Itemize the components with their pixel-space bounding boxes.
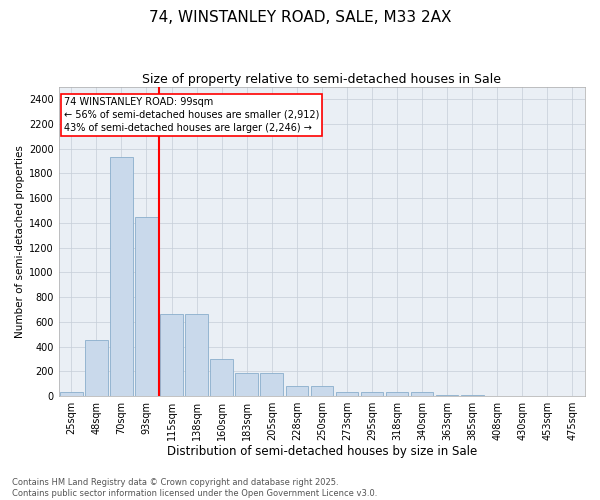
- Bar: [286, 386, 308, 396]
- Text: 74 WINSTANLEY ROAD: 99sqm
← 56% of semi-detached houses are smaller (2,912)
43% : 74 WINSTANLEY ROAD: 99sqm ← 56% of semi-…: [64, 96, 319, 133]
- Bar: [311, 386, 333, 396]
- Text: Contains HM Land Registry data © Crown copyright and database right 2025.
Contai: Contains HM Land Registry data © Crown c…: [12, 478, 377, 498]
- Y-axis label: Number of semi-detached properties: Number of semi-detached properties: [15, 145, 25, 338]
- Bar: [335, 392, 358, 396]
- Bar: [211, 359, 233, 396]
- Bar: [185, 314, 208, 396]
- Bar: [60, 392, 83, 396]
- Bar: [85, 340, 107, 396]
- X-axis label: Distribution of semi-detached houses by size in Sale: Distribution of semi-detached houses by …: [167, 444, 477, 458]
- Text: 74, WINSTANLEY ROAD, SALE, M33 2AX: 74, WINSTANLEY ROAD, SALE, M33 2AX: [149, 10, 451, 25]
- Bar: [260, 373, 283, 396]
- Bar: [135, 216, 158, 396]
- Bar: [361, 392, 383, 396]
- Bar: [386, 392, 409, 396]
- Title: Size of property relative to semi-detached houses in Sale: Size of property relative to semi-detach…: [142, 72, 502, 86]
- Bar: [411, 392, 433, 396]
- Bar: [160, 314, 183, 396]
- Bar: [235, 373, 258, 396]
- Bar: [110, 157, 133, 396]
